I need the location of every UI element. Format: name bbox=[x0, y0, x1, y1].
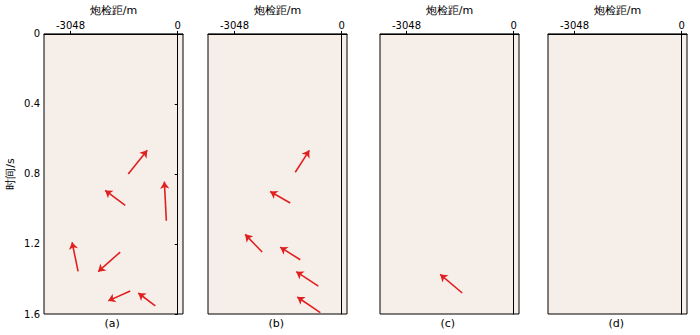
svg-text:1.2: 1.2 bbox=[24, 238, 40, 249]
svg-text:0: 0 bbox=[511, 20, 517, 31]
svg-text:1.6: 1.6 bbox=[24, 309, 40, 320]
svg-text:炮检距/m: 炮检距/m bbox=[426, 4, 473, 17]
svg-text:-3048: -3048 bbox=[560, 20, 589, 31]
svg-text:0: 0 bbox=[34, 28, 40, 39]
svg-text:-3048: -3048 bbox=[220, 20, 249, 31]
svg-text:0.4: 0.4 bbox=[24, 98, 40, 109]
svg-text:0: 0 bbox=[679, 20, 685, 31]
svg-text:-3048: -3048 bbox=[56, 20, 85, 31]
svg-text:(c): (c) bbox=[441, 317, 456, 330]
svg-text:炮检距/m: 炮检距/m bbox=[90, 4, 137, 17]
svg-text:-3048: -3048 bbox=[392, 20, 421, 31]
svg-text:炮检距/m: 炮检距/m bbox=[254, 4, 301, 17]
svg-text:时间/s: 时间/s bbox=[4, 158, 17, 190]
svg-text:(a): (a) bbox=[105, 317, 120, 330]
svg-text:0: 0 bbox=[339, 20, 345, 31]
svg-text:(d): (d) bbox=[609, 317, 625, 330]
svg-text:0: 0 bbox=[175, 20, 181, 31]
svg-text:炮检距/m: 炮检距/m bbox=[594, 4, 641, 17]
svg-text:0.8: 0.8 bbox=[24, 168, 40, 179]
svg-text:(b): (b) bbox=[269, 317, 285, 330]
